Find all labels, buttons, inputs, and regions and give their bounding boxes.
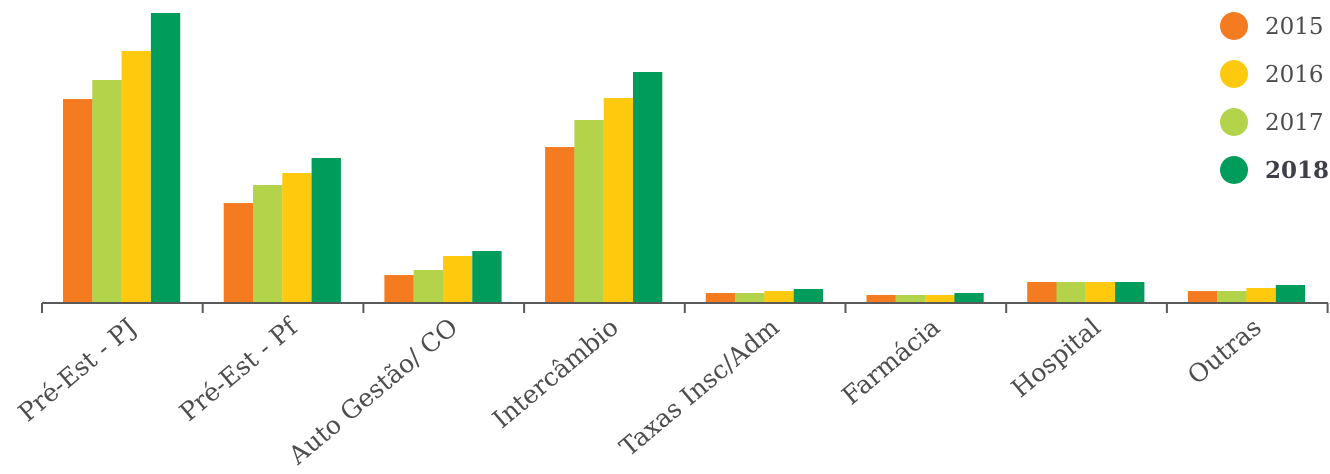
bar-pre-est-pf-2018	[311, 158, 341, 302]
bar-pre-est-pj-2018	[150, 13, 181, 302]
bar-intercambio-2016	[574, 120, 604, 302]
legend: 2015 2016 2017 2018	[1220, 12, 1329, 184]
bar-auto-gestao-co-2017	[443, 256, 473, 302]
bar-auto-gestao-co-2018	[472, 251, 502, 302]
bar-intercambio-2017	[603, 98, 633, 302]
legend-swatch-2016	[1220, 60, 1248, 88]
x-tick-label-intercambio: Intercâmbio	[487, 312, 624, 433]
legend-swatch-2017	[1220, 108, 1248, 136]
bar-taxas-insc-adm-2017	[764, 291, 794, 302]
legend-label-2016: 2016	[1265, 62, 1324, 88]
x-tick-label-hospital: Hospital	[1006, 312, 1106, 403]
bar-pre-est-pj-2017	[121, 51, 151, 302]
bar-taxas-insc-adm-2015	[705, 293, 736, 302]
legend-swatch-2018	[1220, 156, 1248, 184]
bar-pre-est-pj-2015	[63, 99, 93, 302]
bar-taxas-insc-adm-2016	[735, 293, 765, 302]
x-tick-label-pre-est-pj: Pré-Est - PJ	[13, 312, 142, 427]
legend-label-2015: 2015	[1265, 14, 1324, 40]
bar-outras-2017	[1246, 288, 1276, 302]
bar-pre-est-pf-2017	[282, 173, 312, 302]
x-axis	[41, 302, 1329, 313]
bar-farmacia-2016	[895, 295, 926, 302]
bar-hospital-2018	[1115, 282, 1145, 302]
x-tick-label-auto-gestao-co: Auto Gestão/ CO	[282, 312, 463, 470]
bar-pre-est-pf-2015	[223, 203, 253, 302]
bar-pre-est-pf-2016	[253, 185, 283, 302]
bar-taxas-insc-adm-2018	[793, 289, 823, 302]
legend-label-2017: 2017	[1265, 110, 1324, 136]
bars-group	[63, 13, 1306, 302]
bar-hospital-2015	[1027, 282, 1057, 302]
bar-farmacia-2017	[925, 295, 955, 302]
bar-pre-est-pj-2016	[92, 80, 122, 302]
legend-swatch-2015	[1220, 12, 1248, 40]
bar-hospital-2016	[1056, 282, 1086, 302]
bar-farmacia-2015	[866, 295, 896, 302]
bar-outras-2018	[1275, 285, 1306, 302]
bar-auto-gestao-co-2016	[413, 270, 443, 302]
bar-intercambio-2018	[633, 72, 663, 302]
x-tick-label-farmacia: Farmácia	[836, 312, 945, 410]
x-tick-label-pre-est-pf: Pré-Est - Pf	[174, 311, 304, 427]
bar-auto-gestao-co-2015	[384, 275, 414, 302]
bar-farmacia-2018	[954, 293, 984, 302]
x-tick-label-taxas-insc-adm: Taxas Insc/Adm	[614, 312, 785, 462]
bar-intercambio-2015	[545, 147, 575, 302]
bar-hospital-2017	[1085, 282, 1116, 302]
bar-outras-2015	[1187, 291, 1218, 302]
legend-label-2018: 2018	[1265, 157, 1329, 184]
bar-outras-2016	[1217, 291, 1247, 302]
x-tick-label-outras: Outras	[1182, 312, 1267, 390]
